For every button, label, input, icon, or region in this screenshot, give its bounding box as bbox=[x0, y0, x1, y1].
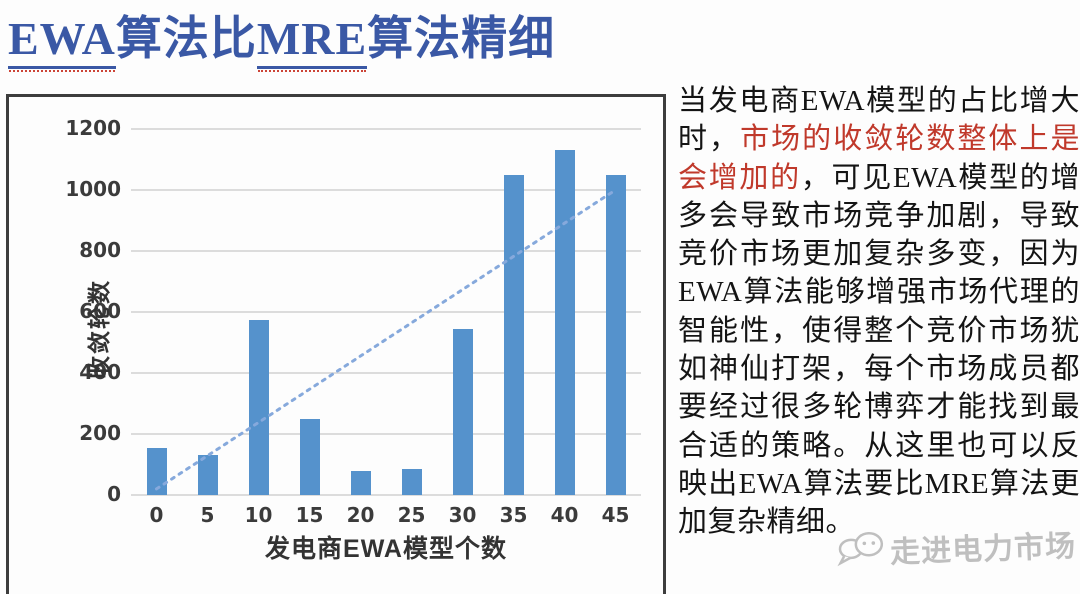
x-tick-label: 10 bbox=[244, 503, 273, 527]
page-title: EWA算法比MRE算法精细 bbox=[8, 2, 556, 72]
bar-5 bbox=[197, 455, 218, 495]
bar-15 bbox=[299, 418, 320, 495]
gridline bbox=[131, 494, 641, 496]
bar-chart: 0 200 400 600 800 1000 1200 0 5 10 15 20 25 30 35 40 45 bbox=[9, 97, 663, 594]
x-axis-title: 发电商EWA模型个数 bbox=[265, 535, 507, 563]
paragraph-part-1: 当发电商EWA模型的占比增大时， bbox=[678, 85, 1080, 156]
y-tick-label: 1000 bbox=[65, 177, 121, 201]
title-text-2: 算法精细 bbox=[367, 13, 556, 64]
bar-30 bbox=[452, 328, 473, 495]
y-tick-label: 0 bbox=[107, 482, 121, 506]
paragraph-part-2: ，可见EWA模型的增多会导致市场竞争加剧，导致竞价市场更加复杂多变，因为EWA算… bbox=[678, 161, 1080, 539]
bar-40 bbox=[554, 150, 575, 495]
x-tick-label: 15 bbox=[295, 503, 324, 527]
chart-panel: 0 200 400 600 800 1000 1200 0 5 10 15 20 25 30 35 40 45 … bbox=[6, 94, 666, 594]
x-tick-label: 40 bbox=[550, 503, 579, 527]
bar-45 bbox=[605, 174, 626, 495]
x-tick-label: 20 bbox=[346, 503, 375, 527]
title-word-ewa: EWA bbox=[8, 13, 116, 72]
bar-0 bbox=[146, 447, 167, 495]
y-tick-label: 200 bbox=[79, 421, 121, 445]
bar-25 bbox=[401, 469, 422, 495]
gridline bbox=[131, 128, 641, 130]
highlight-text: 市场的收敛轮数整体上是会增加的 bbox=[678, 123, 1080, 194]
x-tick-label: 5 bbox=[200, 503, 215, 527]
bar-20 bbox=[350, 470, 371, 495]
y-tick-label: 800 bbox=[79, 238, 121, 262]
bar-10 bbox=[248, 319, 269, 495]
x-tick-label: 35 bbox=[499, 503, 528, 527]
explanation-paragraph: 当发电商EWA模型的占比增大时，市场的收敛轮数整体上是会增加的，可见EWA模型的… bbox=[678, 82, 1080, 594]
x-tick-label: 45 bbox=[601, 503, 630, 527]
x-tick-label: 0 bbox=[149, 503, 164, 527]
title-text-1: 算法比 bbox=[115, 13, 257, 64]
x-tick-label: 25 bbox=[397, 503, 426, 527]
x-tick-label: 30 bbox=[448, 503, 477, 527]
y-axis-title: 收敛轮数 bbox=[86, 279, 112, 379]
y-tick-label: 400 bbox=[79, 360, 121, 384]
y-tick-label: 600 bbox=[79, 299, 121, 323]
y-tick-label: 1200 bbox=[65, 116, 121, 140]
bar-35 bbox=[503, 174, 524, 495]
title-word-mre: MRE bbox=[256, 13, 368, 72]
